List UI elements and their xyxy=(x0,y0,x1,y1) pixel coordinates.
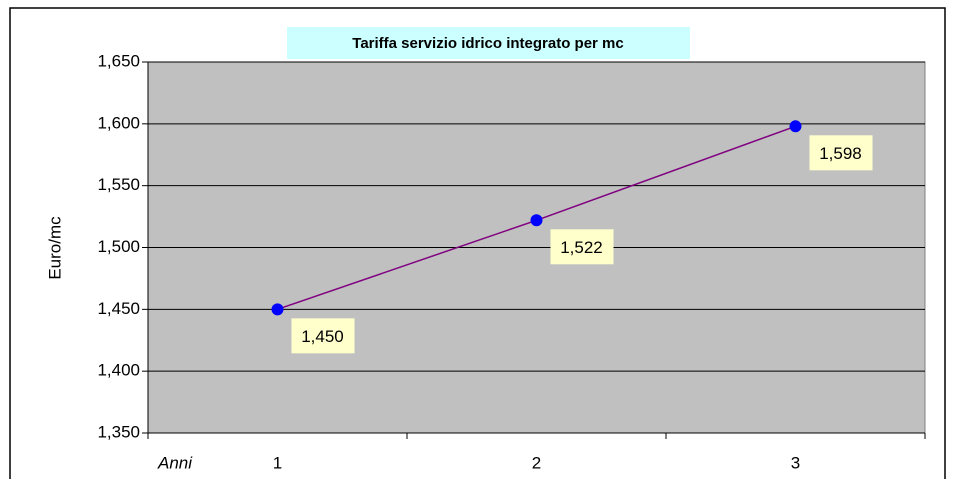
y-tick-label: 1,500 xyxy=(97,237,140,256)
value-label: 1,450 xyxy=(301,327,344,346)
value-label-bg xyxy=(550,229,614,265)
y-tick-label: 1,650 xyxy=(97,51,140,70)
chart-title: Tariffa servizio idrico integrato per mc xyxy=(352,35,623,52)
marker xyxy=(271,303,284,316)
marker xyxy=(530,214,543,227)
y-axis-label: Euro/mc xyxy=(45,216,64,280)
value-label-bg xyxy=(291,318,355,354)
y-tick-label: 1,400 xyxy=(97,361,140,380)
y-tick-label: 1,550 xyxy=(97,175,140,194)
y-tick-label: 1,350 xyxy=(97,422,140,441)
marker xyxy=(789,120,802,133)
x-tick-label: 2 xyxy=(532,453,541,472)
x-tick-label: 1 xyxy=(273,453,282,472)
value-label: 1,598 xyxy=(819,144,862,163)
title-box xyxy=(287,27,690,59)
y-tick-label: 1,450 xyxy=(97,299,140,318)
y-tick-label: 1,600 xyxy=(97,113,140,132)
x-tick-label: 3 xyxy=(791,453,800,472)
x-axis-label: Anni xyxy=(157,453,193,472)
value-label: 1,522 xyxy=(560,238,603,257)
value-label-bg xyxy=(809,135,873,171)
